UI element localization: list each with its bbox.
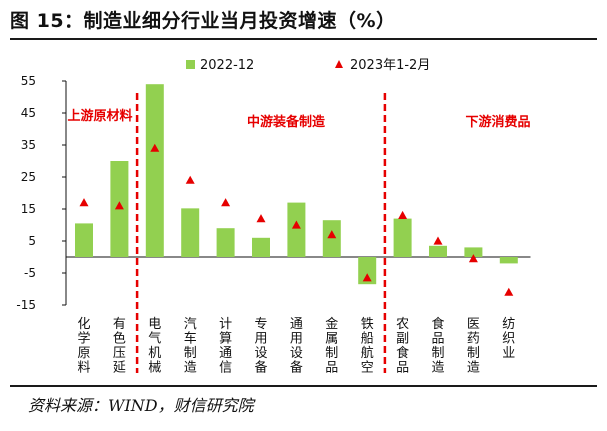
segment-label: 上游原材料	[67, 108, 132, 124]
bar-2022-12	[145, 84, 164, 257]
bar-2022-12	[358, 257, 377, 285]
marker-2023-jan-feb	[504, 287, 514, 296]
marker-2023-jan-feb	[79, 198, 89, 207]
marker-2023-jan-feb	[114, 201, 124, 210]
y-tick-label: 25	[21, 170, 36, 184]
marker-2023-jan-feb	[185, 175, 195, 184]
y-tick-label: -15	[16, 298, 36, 312]
y-tick-label: 55	[21, 74, 36, 88]
x-category-label: 电气机械	[148, 317, 161, 376]
x-category-label: 有色压延	[113, 317, 126, 376]
chart-title: 图 15：制造业细分行业当月投资增速（%）	[10, 10, 396, 32]
y-tick-label: 15	[21, 202, 36, 216]
segment-label: 中游装备制造	[247, 114, 326, 130]
x-category-label: 纺织业	[502, 317, 515, 361]
bar-2022-12	[75, 223, 93, 257]
bar-2022-12	[322, 220, 341, 257]
marker-2023-jan-feb	[150, 143, 160, 152]
marker-2023-jan-feb	[362, 273, 372, 282]
x-category-label: 专用设备	[254, 317, 267, 376]
marker-2023-jan-feb	[433, 236, 443, 245]
legend-swatch-2022-12	[186, 60, 195, 69]
x-category-label: 医药制造	[467, 317, 480, 376]
marker-2023-jan-feb	[221, 198, 231, 207]
x-category-label: 铁船航空	[361, 317, 374, 376]
bar-2022-12	[181, 208, 200, 257]
bar-2022-12	[429, 245, 447, 257]
bar-2022-12	[287, 202, 306, 257]
source-note: 资料来源：WIND，财信研究院	[28, 396, 254, 415]
x-category-label: 食品制造	[431, 316, 444, 376]
legend-label-2022-12: 2022-12	[200, 58, 254, 73]
x-category-label: 农副食品	[396, 317, 409, 376]
y-tick-label: 5	[28, 234, 36, 248]
marker-2023-jan-feb	[398, 210, 408, 219]
title-divider	[10, 38, 597, 40]
marker-2023-jan-feb	[327, 230, 337, 239]
x-category-label: 汽车制造	[184, 317, 197, 376]
marker-2023-jan-feb	[468, 254, 478, 263]
legend-swatch-2023-jan-feb	[335, 60, 343, 68]
legend-label-2023-jan-feb: 2023年1-2月	[350, 58, 430, 73]
marker-2023-jan-feb	[291, 220, 301, 229]
bar-2022-12	[216, 228, 235, 257]
marker-2023-jan-feb	[256, 214, 266, 223]
y-tick-label: 45	[21, 106, 36, 120]
x-category-label: 金属制品	[325, 316, 338, 376]
x-category-label: 通用设备	[290, 317, 303, 376]
x-category-label: 计算通信	[219, 317, 232, 376]
x-category-label: 化学原料	[77, 317, 90, 376]
bar-2022-12	[464, 247, 483, 257]
bar-2022-12	[499, 257, 518, 264]
footer-divider	[10, 385, 597, 387]
segment-label: 下游消费品	[465, 114, 530, 130]
y-tick-label: -5	[24, 266, 36, 280]
y-tick-label: 35	[21, 138, 36, 152]
bar-2022-12	[252, 237, 270, 257]
bar-2022-12	[393, 218, 412, 257]
